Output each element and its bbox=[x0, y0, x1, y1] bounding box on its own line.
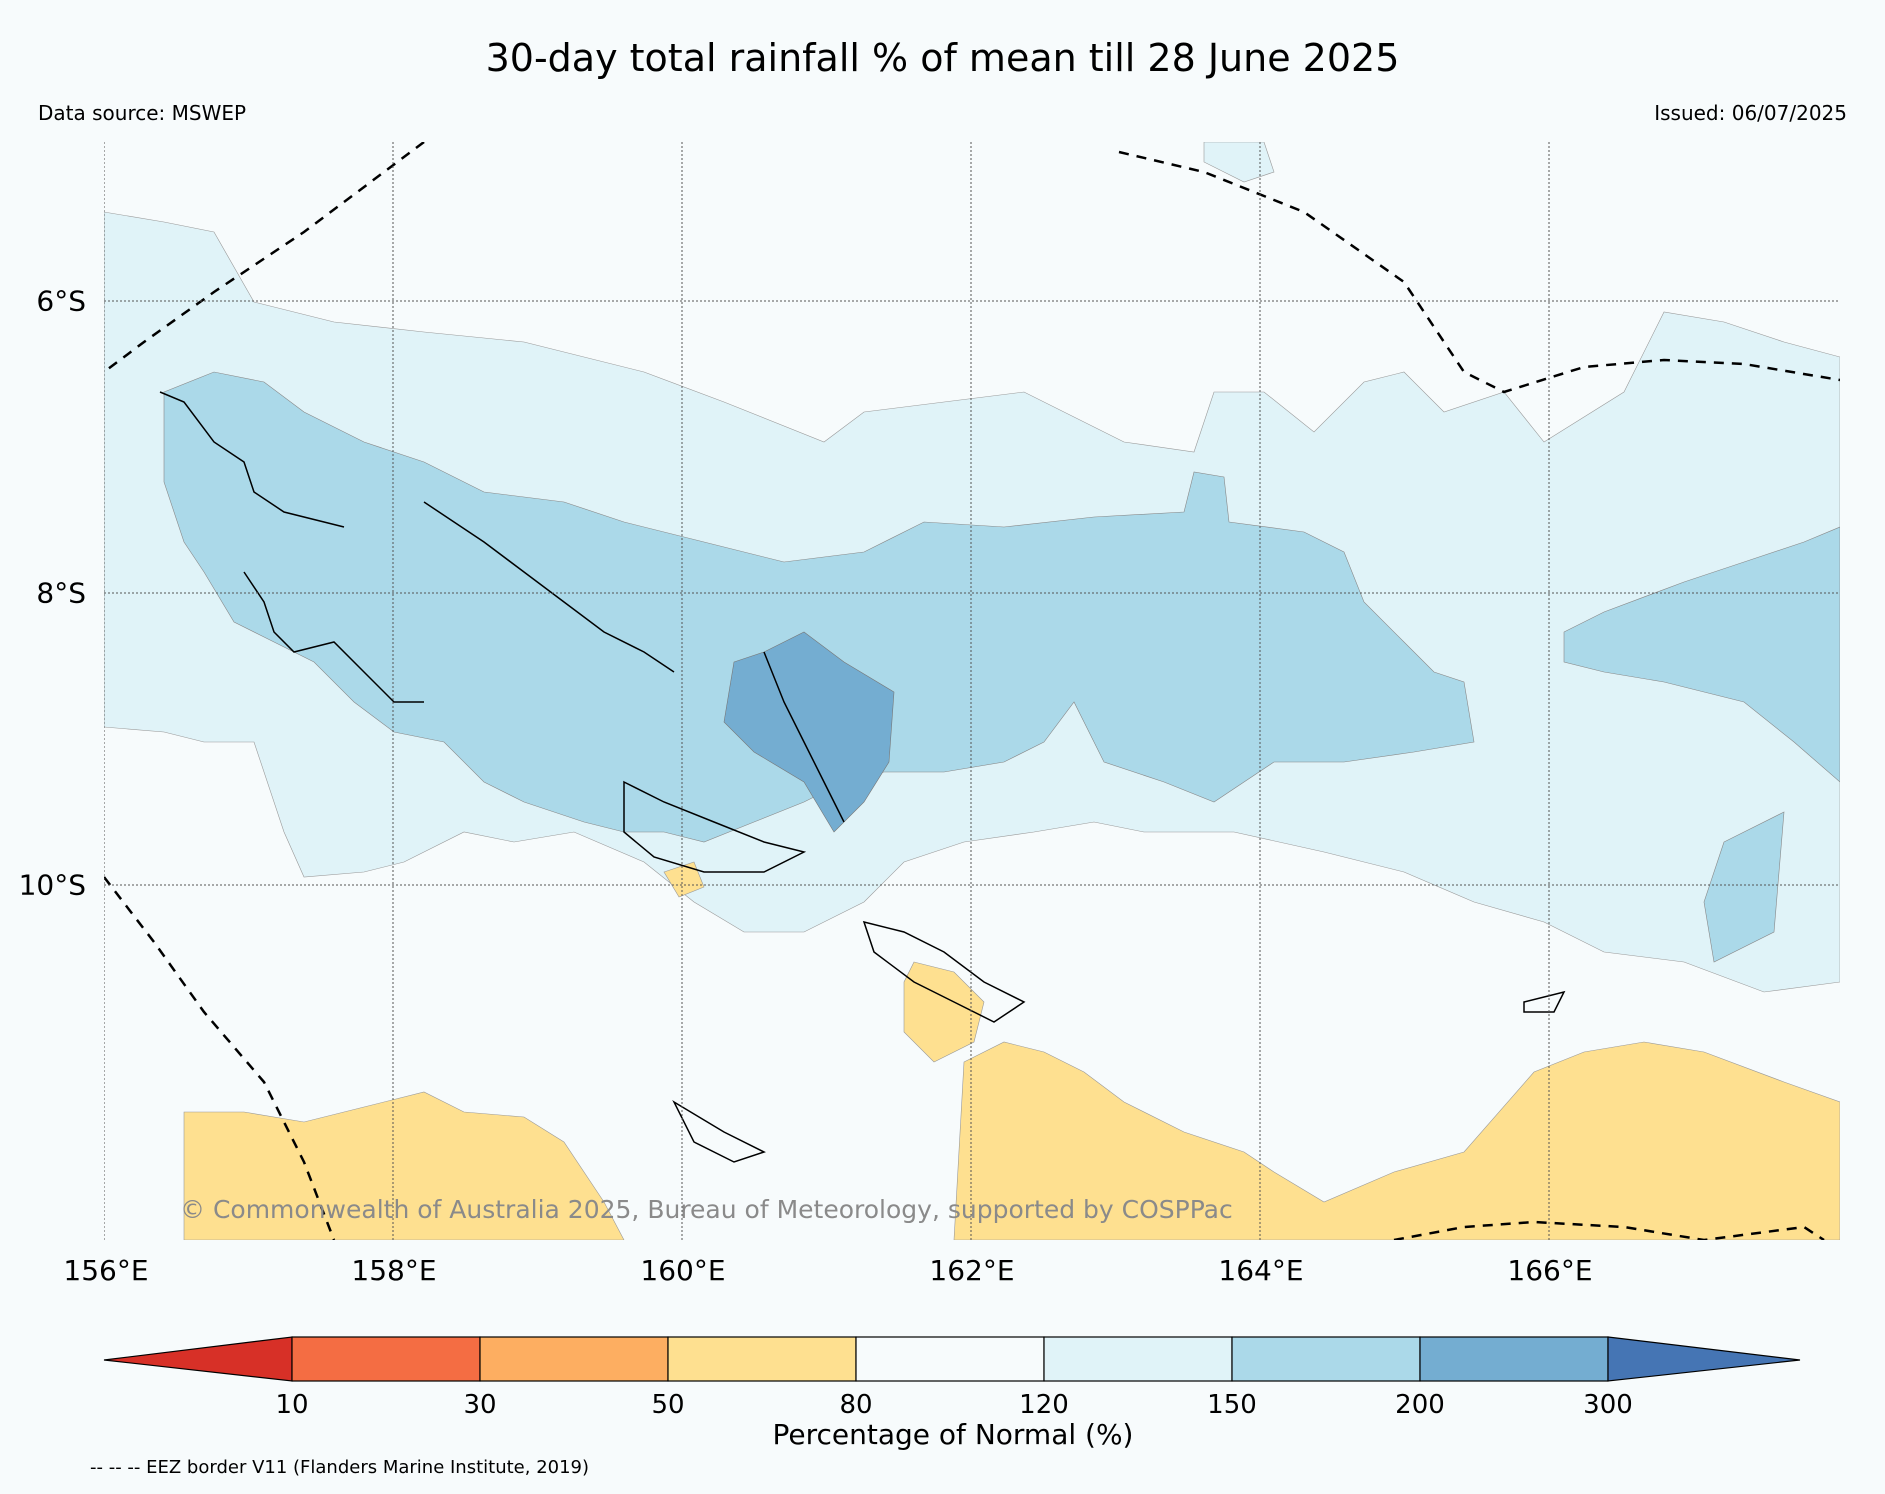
colorbar-segment-150-200 bbox=[1231, 1336, 1421, 1382]
coastline-choiseul bbox=[159, 391, 345, 528]
colorbar-segment-30-50 bbox=[479, 1336, 669, 1382]
colorbar-segment-120-150 bbox=[1043, 1336, 1233, 1382]
colorbar bbox=[103, 1336, 1801, 1382]
data-source: Data source: MSWEP bbox=[38, 101, 247, 125]
coastline-rennell bbox=[672, 1100, 766, 1163]
band-150-200 bbox=[163, 371, 1475, 843]
coastline-malaita bbox=[763, 651, 845, 823]
eez-border-northwest bbox=[104, 142, 425, 373]
coastline-new-georgia bbox=[243, 571, 424, 703]
colorbar-tick-30: 30 bbox=[463, 1390, 497, 1420]
band-50-80-south bbox=[953, 1041, 1840, 1240]
colorbar-segment-10-30 bbox=[291, 1336, 481, 1382]
rainfall-map bbox=[104, 142, 1840, 1240]
colorbar-tick-10: 10 bbox=[275, 1390, 309, 1420]
lat-label-6s: 6°S bbox=[36, 284, 86, 318]
lon-label-166e: 166°E bbox=[1507, 1254, 1593, 1287]
lat-label-10s: 10°S bbox=[18, 868, 86, 902]
lon-label-164e: 164°E bbox=[1218, 1254, 1304, 1287]
colorbar-tick-300: 300 bbox=[1583, 1390, 1633, 1420]
band-150-200-southeast bbox=[1703, 811, 1785, 963]
colorbar-tick-80: 80 bbox=[839, 1390, 873, 1420]
colorbar-label: Percentage of Normal (%) bbox=[772, 1418, 1134, 1451]
coastline-makira bbox=[862, 920, 1026, 1023]
colorbar-tick-120: 120 bbox=[1019, 1390, 1069, 1420]
coastline-santa-cruz bbox=[1523, 990, 1566, 1013]
lon-label-162e: 162°E bbox=[929, 1254, 1015, 1287]
lat-label-8s: 8°S bbox=[36, 576, 86, 610]
copyright-notice: © Commonwealth of Australia 2025, Bureau… bbox=[180, 1195, 1233, 1224]
map-title: 30-day total rainfall % of mean till 28 … bbox=[485, 36, 1400, 80]
coastline-guadalcanal bbox=[623, 780, 807, 873]
eez-border-southwest bbox=[104, 876, 336, 1240]
lon-label-158e: 158°E bbox=[351, 1254, 437, 1287]
colorbar-segment-80-120 bbox=[855, 1336, 1045, 1382]
band-120-150-north bbox=[1203, 142, 1275, 183]
colorbar-tick-150: 150 bbox=[1207, 1390, 1257, 1420]
colorbar-tick-200: 200 bbox=[1395, 1390, 1445, 1420]
band-50-80-southwest bbox=[183, 1091, 625, 1240]
coastline-santa-isabel bbox=[423, 501, 675, 673]
issued-date: Issued: 06/07/2025 bbox=[1654, 101, 1847, 125]
band-200-300 bbox=[723, 631, 895, 833]
band-150-200-east bbox=[1563, 526, 1840, 783]
colorbar-segment-50-80 bbox=[667, 1336, 857, 1382]
colorbar-tick-50: 50 bbox=[651, 1390, 685, 1420]
colorbar-segment-above-300 bbox=[1607, 1336, 1801, 1382]
eez-border-north bbox=[1118, 150, 1840, 394]
lon-label-160e: 160°E bbox=[640, 1254, 726, 1287]
colorbar-segment-below-10 bbox=[103, 1336, 293, 1382]
eez-legend: -- -- -- EEZ border V11 (Flanders Marine… bbox=[90, 1457, 590, 1478]
lon-label-156e: 156°E bbox=[63, 1254, 149, 1287]
colorbar-segment-200-300 bbox=[1419, 1336, 1609, 1382]
